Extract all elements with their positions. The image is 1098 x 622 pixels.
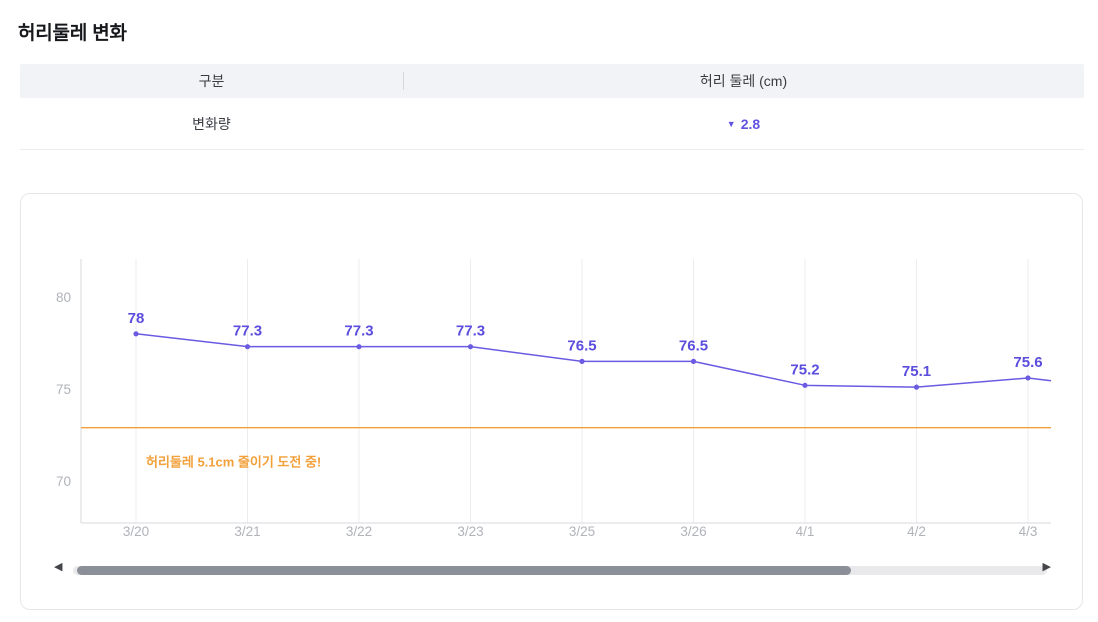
x-axis-tick-label: 3/23	[457, 524, 483, 539]
chart-point	[467, 344, 474, 350]
chart-point	[1025, 375, 1031, 381]
chart-point	[913, 384, 920, 390]
x-axis-tick-label: 3/21	[234, 524, 260, 539]
change-value: ▼ 2.8	[403, 116, 1084, 132]
chart-point-label: 76.5	[567, 337, 596, 354]
goal-line-label: 허리둘레 5.1cm 줄이기 도전 중!	[146, 455, 321, 470]
waist-line-chart: 80 75 70 3/20 3/21 3/22 3/23 3/25 3/26 4/1 4/2 4/3 허…	[56, 259, 1052, 539]
chart-point-label: 75.1	[902, 363, 931, 380]
chart-point-label: 78	[128, 310, 145, 327]
x-axis-tick-label: 3/20	[123, 524, 149, 539]
chart-point-label: 77.3	[233, 323, 262, 340]
scrollbar-thumb[interactable]	[77, 566, 851, 575]
page-title: 허리둘레 변화	[18, 23, 127, 44]
y-axis-tick-label: 70	[56, 474, 71, 489]
chart-point-label: 77.3	[344, 323, 373, 340]
chart-point	[244, 344, 251, 350]
x-axis-tick-label: 3/26	[680, 524, 706, 539]
chart-point-label: 76.5	[679, 337, 708, 354]
chart-point	[356, 344, 362, 350]
x-axis-tick-label: 4/2	[907, 524, 926, 539]
table-row: 변화량 ▼ 2.8	[20, 98, 1084, 150]
chart-point	[690, 358, 697, 364]
table-header-row: 구분 허리 둘레 (cm)	[20, 64, 1084, 98]
chart-point-label: 75.2	[790, 361, 819, 378]
x-axis-tick-label: 3/22	[346, 524, 372, 539]
chart-point	[133, 331, 139, 337]
chart-point-label: 77.3	[456, 323, 485, 340]
chart-card: 80 75 70 3/20 3/21 3/22 3/23 3/25 3/26 4/1 4/2 4/3 허…	[20, 193, 1083, 610]
series-line	[135, 333, 1052, 388]
y-axis-tick-label: 80	[56, 290, 71, 305]
table-header-waist: 허리 둘레 (cm)	[699, 73, 788, 89]
row-label: 변화량	[192, 115, 231, 132]
chart-point	[802, 382, 808, 388]
scroll-right-arrow[interactable]: ▶	[1042, 561, 1051, 573]
scroll-left-arrow[interactable]: ◀	[54, 561, 63, 573]
chart-point	[579, 358, 585, 364]
change-amount: 2.8	[740, 115, 761, 132]
y-axis-tick-label: 75	[56, 382, 71, 397]
column-divider	[403, 72, 404, 90]
triangle-down-icon: ▼	[726, 119, 736, 129]
x-axis-tick-label: 4/1	[796, 524, 815, 539]
x-axis-tick-label: 3/25	[569, 524, 595, 539]
x-axis-tick-label: 4/3	[1019, 524, 1038, 539]
table-header-category: 구분	[198, 73, 225, 89]
scrollbar-track[interactable]	[73, 566, 1047, 575]
chart-point-label: 75.6	[1013, 354, 1042, 371]
summary-table: 구분 허리 둘레 (cm) 변화량 ▼ 2.8	[20, 64, 1084, 150]
